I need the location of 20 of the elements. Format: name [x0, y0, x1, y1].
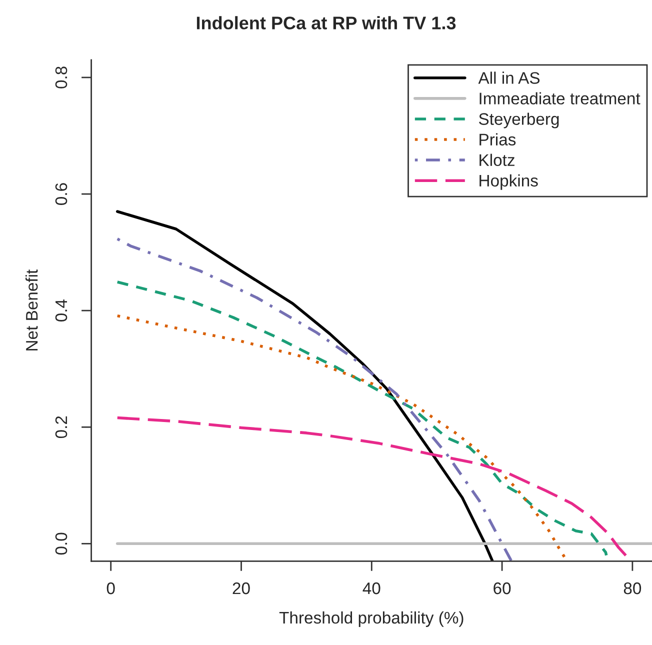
y-tick-label: 0.2 — [55, 416, 68, 438]
x-axis-title: Threshold probability (%) — [279, 611, 464, 627]
y-axis-title: Net Benefit — [25, 269, 38, 350]
chart-title: Indolent PCa at RP with TV 1.3 — [196, 16, 456, 30]
y-tick-label: 0.0 — [55, 532, 68, 555]
legend-label: Steyerberg — [478, 112, 559, 128]
x-tick-label: 80 — [624, 582, 642, 594]
y-tick-label: 0.6 — [55, 183, 68, 205]
line-series — [116, 280, 608, 557]
x-tick-label: 40 — [362, 582, 380, 594]
legend-label: All in AS — [478, 72, 540, 84]
legend-label: Immeadiate treatment — [480, 92, 640, 104]
x-tick-label: 60 — [494, 582, 511, 594]
y-tick-label: 0.4 — [55, 299, 68, 322]
x-tick-label: 0 — [106, 582, 115, 594]
legend-label: Prias — [480, 133, 516, 146]
legend-label: Klotz — [480, 154, 514, 166]
y-tick-label: 0.8 — [55, 66, 68, 88]
legend-label: Hopkins — [480, 174, 538, 190]
x-tick-label: 20 — [232, 582, 250, 594]
